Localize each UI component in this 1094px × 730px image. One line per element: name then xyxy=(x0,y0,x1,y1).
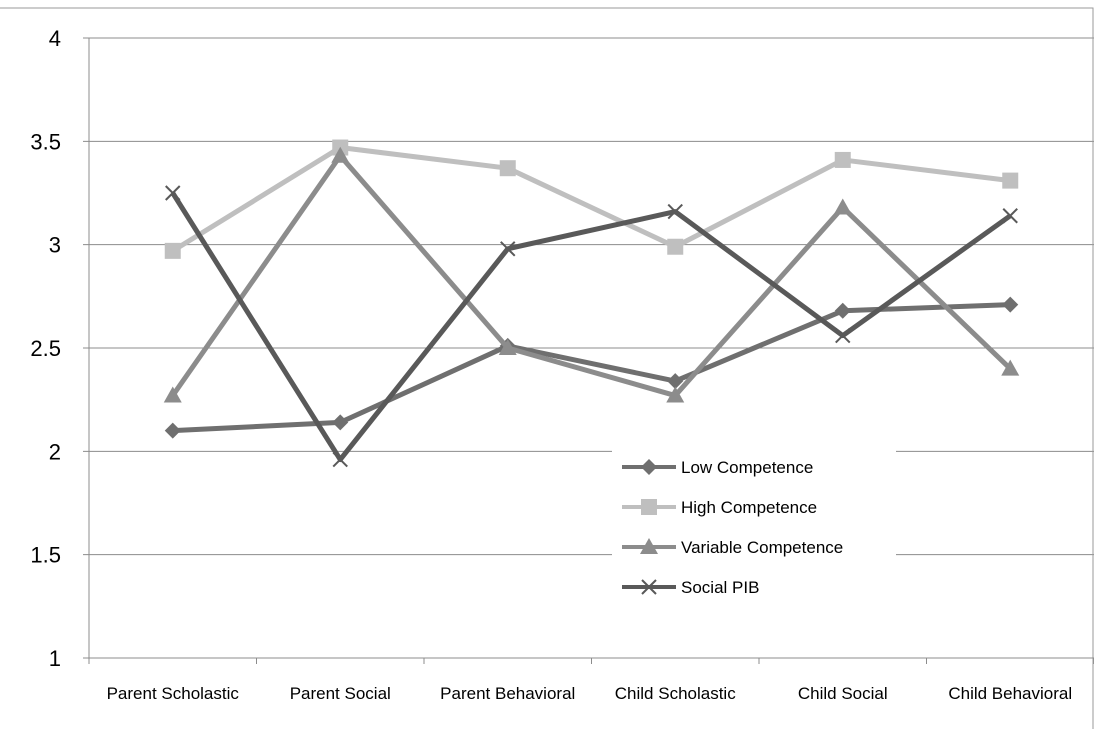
series-line xyxy=(170,153,1012,399)
data-point xyxy=(833,198,852,215)
gridlines xyxy=(83,37,1094,659)
series-low-competence xyxy=(164,296,1019,439)
legend-entry: Variable Competence xyxy=(622,538,843,557)
legend: Low Competence High Competence Variable Co… xyxy=(612,450,896,620)
data-point xyxy=(332,451,348,468)
data-point xyxy=(667,203,683,220)
data-point xyxy=(164,422,181,439)
x-tick-label: Child Scholastic xyxy=(615,684,736,703)
y-tick-label: 1 xyxy=(49,646,61,671)
data-point xyxy=(834,151,851,168)
data-point xyxy=(500,241,516,257)
series-line xyxy=(170,191,1012,463)
data-point xyxy=(332,414,349,431)
y-axis-tick-labels: 1 1.5 2 2.5 3 3.5 4 xyxy=(30,26,61,671)
x-tick-label: Child Behavioral xyxy=(948,684,1072,703)
x-tick-label: Parent Social xyxy=(290,684,391,703)
y-tick-label: 2.5 xyxy=(30,336,61,361)
series-layer xyxy=(163,139,1020,468)
data-point xyxy=(667,373,684,390)
y-tick-label: 1.5 xyxy=(30,543,61,568)
legend-marker xyxy=(640,538,658,554)
legend-entry: High Competence xyxy=(622,498,817,517)
legend-entry: Social PIB xyxy=(622,578,759,597)
data-point xyxy=(1002,208,1018,224)
x-tick-label: Parent Scholastic xyxy=(107,684,240,703)
data-point xyxy=(667,238,684,255)
x-tick-label: Child Social xyxy=(798,684,888,703)
legend-marker xyxy=(641,499,657,515)
data-point xyxy=(1002,172,1019,189)
legend-marker xyxy=(641,579,657,595)
data-point xyxy=(834,302,851,319)
x-axis-tick-labels: Parent Scholastic Parent Social Parent Beh… xyxy=(107,684,1073,703)
legend-background xyxy=(612,450,896,620)
legend-label: Variable Competence xyxy=(681,538,843,557)
data-point xyxy=(499,160,516,177)
legend-entry: Low Competence xyxy=(622,458,813,477)
data-point xyxy=(164,242,181,259)
x-tick-label: Parent Behavioral xyxy=(440,684,575,703)
series-social-pib xyxy=(165,185,1018,468)
y-tick-label: 3.5 xyxy=(30,129,61,154)
data-point xyxy=(498,339,517,355)
axes xyxy=(0,7,1094,729)
data-point xyxy=(163,386,182,403)
data-point xyxy=(165,185,181,201)
data-point xyxy=(666,386,685,403)
legend-marker xyxy=(641,459,657,475)
data-point xyxy=(331,146,350,163)
y-tick-label: 3 xyxy=(49,233,61,258)
data-point xyxy=(1001,359,1020,376)
legend-label: Social PIB xyxy=(681,578,759,597)
legend-label: High Competence xyxy=(681,498,817,517)
y-tick-label: 4 xyxy=(49,26,61,51)
series-variable-competence xyxy=(163,146,1020,403)
data-point xyxy=(835,327,851,344)
chart-border xyxy=(0,7,1094,729)
y-tick-label: 2 xyxy=(49,439,61,464)
data-point xyxy=(1002,296,1019,313)
series-line xyxy=(172,302,1011,434)
series-high-competence xyxy=(164,139,1019,259)
legend-label: Low Competence xyxy=(681,458,813,477)
series-line xyxy=(171,145,1011,253)
